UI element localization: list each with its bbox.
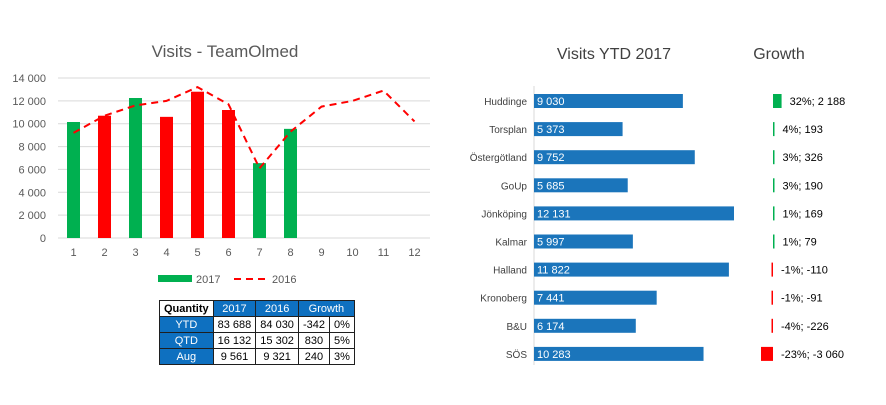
x-tick-label: 2 [101, 247, 107, 259]
cell-2016: 9 321 [255, 348, 299, 365]
visits-chart-title: Visits - TeamOlmed [152, 42, 299, 61]
header-2017: 2017 [212, 300, 257, 317]
header-2016: 2016 [255, 300, 299, 317]
y-tick-label: 12 000 [12, 96, 46, 108]
y-tick-label: 14 000 [12, 73, 46, 85]
cell-growth: 240 [297, 348, 330, 365]
bar-2017 [67, 122, 80, 238]
cell-growth-pct: 5% [328, 332, 355, 349]
x-tick-label: 1 [70, 247, 76, 259]
bar-2017 [191, 91, 204, 238]
series-2016-line [73, 85, 416, 171]
growth-bar-label: -4%; -226 [781, 321, 829, 333]
y-tick-label: 6 000 [18, 164, 46, 176]
bar-2017 [253, 163, 266, 238]
bar-2017 [160, 116, 173, 238]
table-row: YTD 83 688 84 030 -342 0% [159, 316, 355, 333]
y-tick-label: 8 000 [18, 142, 46, 154]
header-growth: Growth [297, 300, 355, 317]
x-tick-label: 10 [346, 247, 358, 259]
category-label: SÖS [506, 349, 527, 361]
x-tick-label: 6 [225, 247, 231, 259]
bar-2017 [129, 98, 142, 238]
visits-chart-legend: 2017 2016 [158, 274, 296, 286]
cell-2017: 83 688 [212, 316, 257, 333]
cell-growth: -342 [297, 316, 330, 333]
ytd-bar [534, 346, 704, 361]
bar-2017 [98, 115, 111, 238]
legend-2017-swatch [158, 275, 192, 282]
x-tick-label: 5 [194, 247, 200, 259]
cell-2016: 84 030 [255, 316, 299, 333]
growth-bar [771, 318, 773, 333]
legend-2016-label: 2016 [272, 274, 296, 286]
ytd-bar-label: 10 283 [537, 349, 571, 361]
y-tick-label: 2 000 [18, 210, 46, 222]
x-tick-label: 3 [132, 247, 138, 259]
row-label: YTD [159, 316, 214, 333]
table-row: Aug 9 561 9 321 240 3% [159, 348, 355, 365]
cell-2017: 16 132 [212, 332, 257, 349]
x-tick-label: 4 [163, 247, 169, 259]
row-label: Aug [159, 348, 214, 365]
y-tick-label: 0 [40, 233, 46, 245]
ytd-bar [534, 318, 636, 333]
category-label: B&U [506, 322, 527, 333]
y-tick-label: 4 000 [18, 187, 46, 199]
cell-growth: 830 [297, 332, 330, 349]
x-tick-label: 9 [318, 247, 324, 259]
growth-bar [761, 346, 773, 361]
cell-2016: 15 302 [255, 332, 299, 349]
x-tick-label: 12 [408, 247, 420, 259]
row-label: QTD [159, 332, 214, 349]
bar-2017 [284, 128, 297, 238]
legend-2017-label: 2017 [196, 274, 220, 286]
x-tick-label: 7 [256, 247, 262, 259]
y-tick-label: 10 000 [12, 119, 46, 131]
visits-teamolmed-chart: Visits - TeamOlmed 0 2 000 4 000 6 000 8 000… [12, 42, 430, 286]
summary-header-row: Quantity 2017 2016 Growth [159, 300, 355, 317]
x-tick-label: 8 [287, 247, 293, 259]
cell-growth-pct: 3% [328, 348, 355, 365]
header-quantity: Quantity [159, 300, 214, 317]
x-tick-label: 11 [378, 247, 389, 259]
growth-bar-label: -23%; -3 060 [781, 349, 844, 361]
cell-2017: 9 561 [212, 348, 257, 365]
summary-table: Quantity 2017 2016 Growth YTD 83 688 84 … [159, 300, 355, 365]
cell-growth-pct: 0% [328, 316, 355, 333]
table-row: QTD 16 132 15 302 830 5% [159, 332, 355, 349]
bar-2017 [222, 110, 235, 238]
ytd-bar-label: 6 174 [537, 321, 565, 333]
